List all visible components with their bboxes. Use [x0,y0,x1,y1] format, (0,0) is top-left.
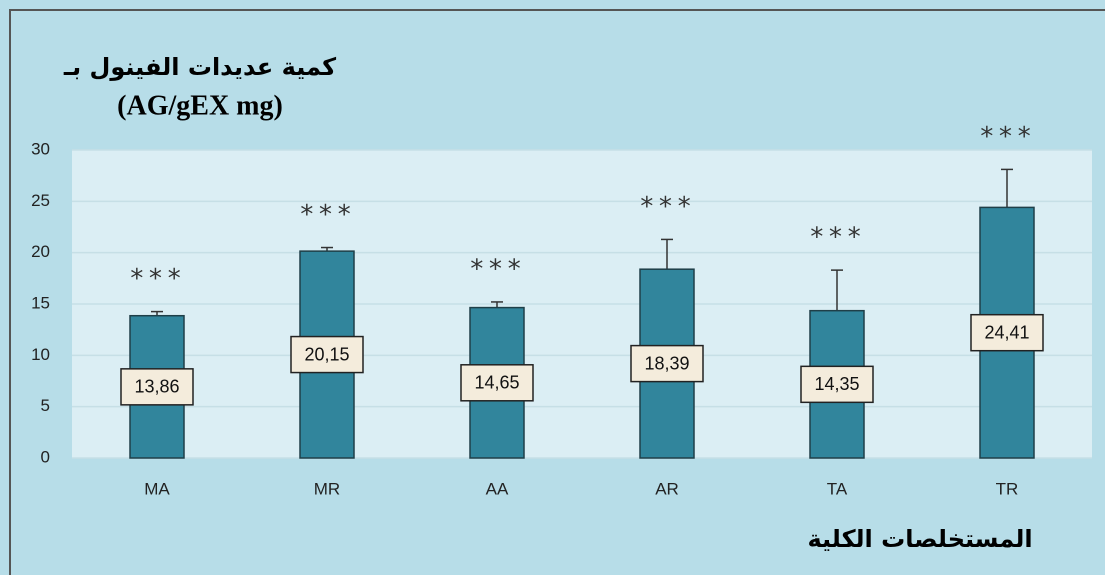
y-tick-label: 10 [31,345,50,364]
x-axis-label: المستخلصات الكلية [807,525,1032,553]
data-label-box [800,365,874,404]
data-label: 18,39 [644,353,689,373]
data-label: 13,86 [134,377,179,397]
y-tick-label: 5 [41,396,50,415]
x-tick-label: AR [655,479,679,498]
x-tick-label: TR [996,479,1019,498]
annotation: *** [979,122,1035,152]
annotation: *** [639,192,695,222]
border [9,9,1105,575]
x-tick-label: TA [827,479,848,498]
data-label: 24,41 [984,322,1029,342]
data-label-box [290,335,364,374]
data-label-box [630,344,704,383]
data-label: 20,15 [304,344,349,364]
chart-title: كمية عديدات الفينول بـ [63,53,336,81]
annotation: *** [129,264,185,294]
x-tick-label: MA [144,479,170,498]
y-tick-label: 0 [41,447,50,466]
y-tick-label: 15 [31,293,50,312]
y-tick-label: 25 [31,191,50,210]
x-tick-label: MR [314,479,340,498]
chart-title: (AG/gEX mg) [117,90,283,121]
y-tick-label: 30 [31,139,50,158]
y-tick-label: 20 [31,242,50,261]
data-label: 14,35 [814,374,859,394]
data-label-box [460,364,534,402]
annotation: *** [299,200,355,230]
data-label-box [970,313,1044,352]
data-label: 14,65 [474,373,519,393]
annotation: *** [809,223,865,253]
x-tick-label: AA [486,479,509,498]
data-label-box [120,368,194,406]
annotation: *** [469,254,525,284]
